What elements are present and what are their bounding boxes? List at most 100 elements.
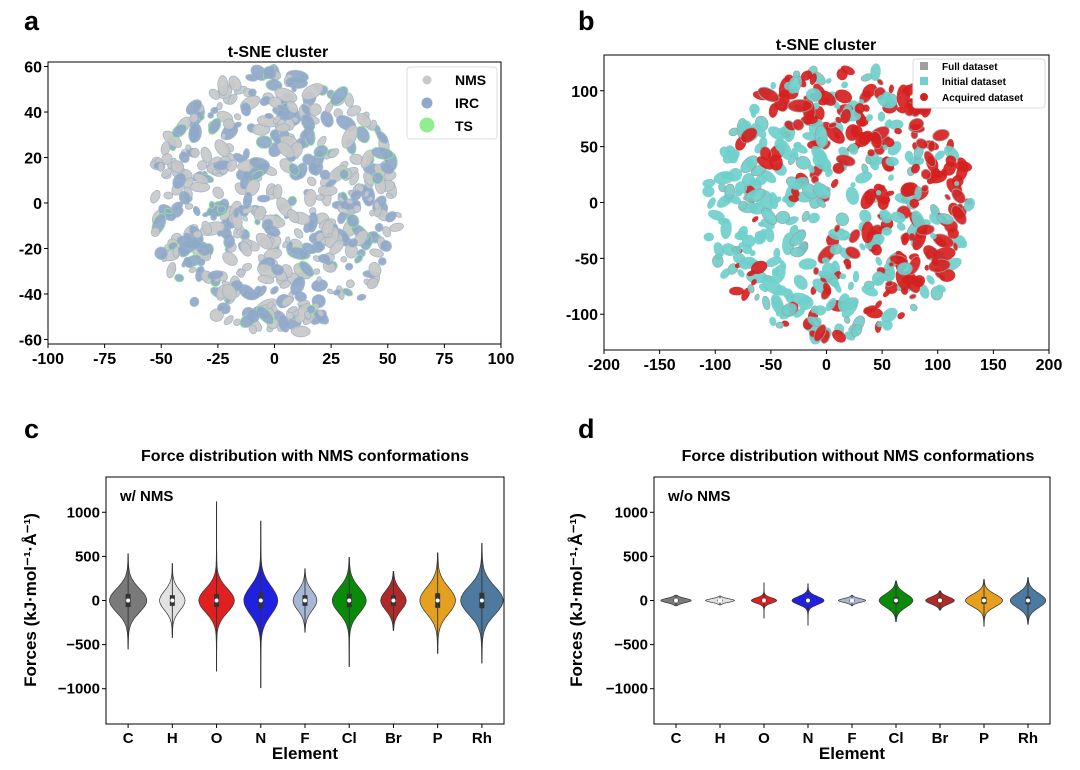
legend-marker-initial bbox=[920, 77, 928, 85]
scatter-blob bbox=[276, 104, 287, 112]
scatter-blob bbox=[805, 88, 822, 102]
x-tick-label: Rh bbox=[472, 730, 492, 747]
scatter-blob bbox=[259, 96, 271, 106]
axis-ticks: C H O N F Cl Br P Rh 1000 500 0 −500 −1000 bbox=[58, 504, 492, 747]
scatter-blob bbox=[915, 138, 929, 150]
scatter-blob bbox=[308, 161, 319, 176]
scatter-blob bbox=[870, 63, 881, 81]
scatter-blob bbox=[751, 216, 759, 223]
scatter-blob bbox=[317, 309, 325, 317]
axis-ticks: -100 -75 -50 -25 0 25 50 75 100 60 40 20 0 -20 -40 -60 bbox=[19, 60, 515, 368]
x-tick-label: 75 bbox=[435, 351, 453, 368]
scatter-blob bbox=[348, 238, 358, 248]
scatter-blob bbox=[356, 293, 367, 301]
scatter-blob bbox=[877, 111, 886, 122]
scatter-blob bbox=[161, 168, 172, 178]
scatter-blob bbox=[750, 260, 768, 275]
y-tick-label: 1000 bbox=[67, 504, 100, 521]
axis-ticks: -200 -150 -100 -50 0 50 100 150 200 100 50 0 -50 -100 bbox=[566, 84, 1062, 374]
scatter-blob bbox=[882, 289, 891, 298]
x-tick-label: 50 bbox=[379, 351, 397, 368]
scatter-blob bbox=[870, 130, 883, 150]
scatter-blob bbox=[288, 162, 300, 176]
scatter-blob bbox=[762, 295, 771, 311]
scatter-blob bbox=[814, 124, 828, 149]
scatter-blob bbox=[316, 276, 322, 283]
x-tick-label: Cl bbox=[889, 730, 904, 747]
scatter-blob bbox=[272, 115, 281, 125]
scatter-blob bbox=[337, 196, 345, 203]
scatter-blob bbox=[722, 149, 740, 164]
scatter-blob bbox=[935, 236, 947, 248]
x-tick-label: C bbox=[671, 730, 682, 747]
x-tick-label: -75 bbox=[93, 351, 116, 368]
x-tick-label: -25 bbox=[206, 351, 229, 368]
scatter-blob bbox=[749, 249, 756, 257]
scatter-blob bbox=[255, 135, 273, 149]
scatter-blob bbox=[287, 209, 300, 224]
scatter-blob bbox=[164, 208, 173, 215]
scatter-blob bbox=[223, 315, 234, 326]
scatter-blob bbox=[157, 161, 165, 172]
scatter-blob bbox=[744, 188, 767, 203]
y-tick-label: -40 bbox=[19, 287, 42, 304]
scatter-blob bbox=[371, 171, 384, 185]
scatter-blob bbox=[926, 274, 935, 285]
violin-median bbox=[391, 598, 396, 603]
scatter-blob bbox=[931, 257, 939, 266]
scatter-blob bbox=[734, 245, 742, 254]
scatter-blob bbox=[729, 286, 745, 296]
scatter-blob bbox=[256, 194, 271, 203]
scatter-blob bbox=[272, 184, 283, 200]
violin-median bbox=[762, 598, 766, 603]
scatter-blob bbox=[863, 307, 870, 315]
violin-median bbox=[347, 598, 352, 603]
legend-marker-full bbox=[920, 62, 928, 70]
scatter-blob bbox=[843, 258, 852, 268]
scatter-blob bbox=[342, 287, 354, 297]
scatter-blob bbox=[328, 148, 340, 159]
chart-title: Force distribution with NMS conformation… bbox=[141, 448, 469, 465]
scatter-blob bbox=[233, 318, 241, 326]
scatter-blob bbox=[832, 329, 846, 343]
panel-letter-a: a bbox=[24, 6, 40, 36]
scatter-blob bbox=[901, 275, 917, 285]
y-tick-label: 0 bbox=[92, 593, 100, 610]
scatter-blob bbox=[847, 281, 854, 291]
scatter-blob bbox=[810, 175, 820, 184]
legend-marker-nms bbox=[422, 75, 432, 85]
scatter-blob bbox=[256, 305, 275, 325]
scatter-blob bbox=[888, 174, 894, 181]
scatter-blob bbox=[823, 282, 832, 296]
x-tick-label: N bbox=[803, 730, 814, 747]
scatter-blob bbox=[862, 83, 878, 98]
scatter-blob bbox=[222, 251, 238, 266]
scatter-blob bbox=[885, 280, 894, 287]
scatter-blob bbox=[242, 215, 248, 222]
scatter-blob bbox=[200, 146, 213, 164]
scatter-blob bbox=[178, 151, 190, 164]
violin-median bbox=[718, 598, 722, 603]
scatter-blob bbox=[216, 205, 226, 214]
scatter-blob bbox=[852, 270, 860, 283]
scatter-blob bbox=[896, 84, 911, 109]
scatter-blob bbox=[845, 124, 860, 141]
scatter-blob bbox=[340, 256, 348, 263]
scatter-blob bbox=[382, 150, 390, 160]
scatter-blob bbox=[253, 205, 267, 221]
scatter-blob bbox=[936, 284, 946, 293]
x-axis-label: Element bbox=[272, 744, 338, 763]
scatter-blob bbox=[808, 212, 820, 224]
scatter-blob bbox=[777, 139, 792, 160]
scatter-blob bbox=[908, 233, 916, 241]
scatter-blob bbox=[171, 123, 188, 138]
y-axis-label: Forces (kJ·mol⁻¹·Å⁻¹) bbox=[21, 513, 40, 687]
scatter-blob bbox=[894, 127, 902, 135]
scatter-blob bbox=[916, 224, 935, 236]
x-tick-label: O bbox=[758, 730, 770, 747]
scatter-blob bbox=[333, 289, 341, 296]
x-tick-label: -50 bbox=[759, 357, 782, 374]
scatter-blob bbox=[270, 286, 279, 295]
scatter-blob bbox=[389, 222, 404, 232]
scatter-blob bbox=[793, 274, 808, 290]
